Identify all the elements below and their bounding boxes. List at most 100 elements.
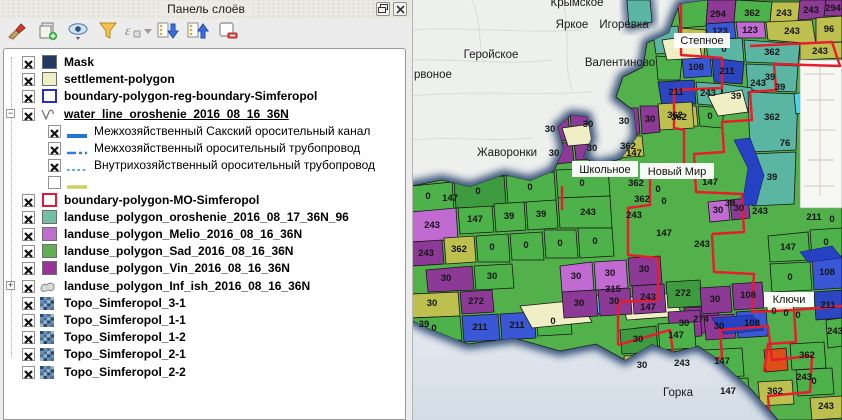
layer-visibility-checkbox[interactable] — [22, 365, 35, 379]
parcel-number: 243 — [803, 5, 819, 16]
layer-visibility-checkbox[interactable] — [48, 124, 61, 138]
water-shape — [733, 137, 765, 206]
parcel — [561, 289, 599, 319]
layer-label[interactable]: boundary-polygon-MO-Simferopol — [64, 192, 260, 207]
parcel-number: 108 — [744, 318, 760, 329]
layer-label[interactable]: landuse_polygon_Inf_ish_2016_08_16_36N — [64, 278, 311, 293]
collapse-all-button[interactable] — [186, 21, 210, 45]
water-shape — [799, 245, 842, 263]
parcel-number: 362 — [634, 194, 650, 205]
layer-visibility-checkbox[interactable] — [48, 142, 61, 155]
layers-panel: Панель слоёв ε Mask settlement-polygon bou… — [0, 0, 412, 420]
filter-by-expression-button[interactable]: ε — [125, 21, 152, 45]
layer-visibility-checkbox[interactable] — [22, 279, 35, 293]
layer-row-topo-simferopol-1-1[interactable]: Topo_Simferopol_1-1 — [4, 312, 405, 329]
layer-visibility-checkbox[interactable] — [48, 176, 61, 190]
layer-row-topo-simferopol-2-1[interactable]: Topo_Simferopol_2-1 — [4, 346, 405, 363]
layer-label[interactable]: landuse_polygon_Melio_2016_08_16_36N — [64, 227, 303, 241]
parcel-number: 243 — [700, 88, 716, 99]
parcel-number: 0 — [527, 182, 532, 193]
layer-visibility-checkbox[interactable] — [22, 331, 35, 345]
layer-visibility-checkbox[interactable] — [22, 228, 35, 241]
parcel-number: 0 — [661, 196, 666, 207]
layer-row-landuse-polygon-inf-ish-2016-08-16-36n[interactable]: + landuse_polygon_Inf_ish_2016_08_16_36N — [4, 278, 405, 295]
float-window-icon[interactable] — [376, 2, 390, 16]
layer-tree[interactable]: Mask settlement-polygon boundary-polygon-r… — [3, 48, 406, 420]
parcel-number: 0 — [592, 236, 597, 247]
layer-visibility-checkbox[interactable] — [22, 90, 35, 104]
parcel-number: 30 — [587, 143, 598, 154]
layer-label[interactable]: landuse_polygon_Vin_2016_08_16_36N — [64, 261, 290, 276]
parcel-number: 294 — [710, 9, 727, 20]
layer-row-boundary-polygon-reg-boundary-simferopol[interactable]: boundary-polygon-reg-boundary-Simferopol — [4, 88, 405, 105]
parcel-number: 0 — [707, 111, 712, 122]
layer-label[interactable]: Внутрихозяйственный оросительный трубопр… — [94, 158, 376, 173]
layer-label[interactable]: landuse_polygon_oroshenie_2016_08_17_36N… — [64, 209, 349, 224]
layer-row--[interactable]: Внутрихозяйственный оросительный трубопр… — [4, 157, 405, 174]
layer-row-landuse-polygon-oroshenie-2016-08-17-36n[interactable]: landuse_polygon_oroshenie_2016_08_17_36N… — [4, 209, 405, 226]
layer-row-settlement-polygon[interactable]: settlement-polygon — [4, 71, 405, 88]
layer-label[interactable]: landuse_polygon_Sad_2016_08_16_36N — [64, 244, 294, 259]
layer-label[interactable]: Межхозяйственный Сакский оросительный ка… — [94, 123, 371, 138]
layer-visibility-checkbox[interactable] — [22, 262, 35, 276]
raster-layer-icon — [40, 365, 54, 384]
parcel-number: 272 — [675, 288, 691, 299]
layer-label[interactable]: Topo_Simferopol_1-1 — [64, 313, 186, 327]
layer-row--[interactable]: Межхозяйственный оросительный трубопрово… — [4, 140, 405, 157]
parcel-number: 211 — [668, 87, 684, 98]
expand-branch-icon[interactable]: + — [6, 279, 15, 290]
layer-row-landuse-polygon-sad-2016-08-16-36n[interactable]: landuse_polygon_Sad_2016_08_16_36N — [4, 243, 405, 260]
parcel-number: 0 — [811, 376, 816, 387]
parcel-number: 315 — [605, 284, 622, 295]
layer-label[interactable]: Topo_Simferopol_1-2 — [64, 330, 186, 345]
layer-row-water-line-oroshenie-2016-08-16-36n[interactable]: − water_line_oroshenie_2016_08_16_36N — [4, 106, 405, 123]
parcel-number: 362 — [744, 8, 760, 19]
layer-visibility-checkbox[interactable] — [22, 314, 35, 327]
filter-by-map-button[interactable] — [96, 21, 120, 45]
layer-label[interactable]: Topo_Simferopol_2-1 — [64, 347, 186, 362]
parcel-number: 243 — [750, 78, 766, 89]
layer-visibility-checkbox[interactable] — [22, 210, 35, 224]
layer-row-mask[interactable]: Mask — [4, 54, 405, 71]
panel-titlebar[interactable]: Панель слоёв — [0, 0, 412, 19]
parcel-number: 30 — [427, 298, 438, 309]
layer-row-boundary-polygon-mo-simferopol[interactable]: boundary-polygon-MO-Simferopol — [4, 192, 405, 209]
parcel-number: 147 — [780, 242, 796, 253]
parcel-number: 30 — [574, 298, 585, 309]
layer-label[interactable]: boundary-polygon-reg-boundary-Simferopol — [64, 89, 318, 104]
parcel — [443, 235, 477, 265]
layer-row-blank[interactable] — [4, 174, 405, 191]
map-canvas[interactable]: 2943622432432941231232439624303622431082… — [412, 0, 842, 420]
layer-visibility-checkbox[interactable] — [22, 56, 35, 69]
layer-visibility-checkbox[interactable] — [48, 159, 61, 173]
remove-layer-button[interactable] — [216, 21, 240, 45]
close-icon[interactable] — [393, 2, 407, 16]
collapse-branch-icon[interactable]: − — [6, 107, 15, 118]
parcel-number: 274 — [693, 314, 710, 325]
add-group-button[interactable] — [36, 21, 60, 45]
layer-row-landuse-polygon-melio-2016-08-16-36n[interactable]: landuse_polygon_Melio_2016_08_16_36N — [4, 226, 405, 243]
layer-row-topo-simferopol-2-2[interactable]: Topo_Simferopol_2-2 — [4, 364, 405, 381]
layer-label[interactable]: Topo_Simferopol_3-1 — [64, 295, 186, 310]
parcel-number: 147 — [714, 356, 730, 367]
layer-label[interactable]: Mask — [64, 55, 95, 69]
layer-label[interactable]: Межхозяйственный оросительный трубопрово… — [94, 141, 361, 155]
layer-visibility-checkbox[interactable] — [22, 348, 35, 362]
layer-label[interactable]: water_line_oroshenie_2016_08_16_36N — [64, 106, 289, 121]
layer-row-topo-simferopol-3-1[interactable]: Topo_Simferopol_3-1 — [4, 295, 405, 312]
parcel-number: 30 — [714, 321, 725, 332]
layer-styling-button[interactable] — [6, 21, 30, 45]
layer-visibility-checkbox[interactable] — [22, 193, 35, 207]
layer-label[interactable]: Topo_Simferopol_2-2 — [64, 364, 186, 379]
layer-visibility-checkbox[interactable] — [22, 73, 35, 87]
layer-row-landuse-polygon-vin-2016-08-16-36n[interactable]: landuse_polygon_Vin_2016_08_16_36N — [4, 260, 405, 277]
layer-row-topo-simferopol-1-2[interactable]: Topo_Simferopol_1-2 — [4, 329, 405, 346]
layer-label[interactable]: settlement-polygon — [64, 72, 175, 87]
expand-all-button[interactable] — [156, 21, 180, 45]
manage-visibility-button[interactable] — [66, 21, 90, 45]
layer-row--[interactable]: Межхозяйственный Сакский оросительный ка… — [4, 123, 405, 140]
layer-visibility-checkbox[interactable] — [22, 296, 35, 310]
layer-visibility-checkbox[interactable] — [22, 245, 35, 259]
layer-visibility-checkbox[interactable] — [22, 107, 35, 121]
parcel-number: 243 — [640, 292, 656, 303]
